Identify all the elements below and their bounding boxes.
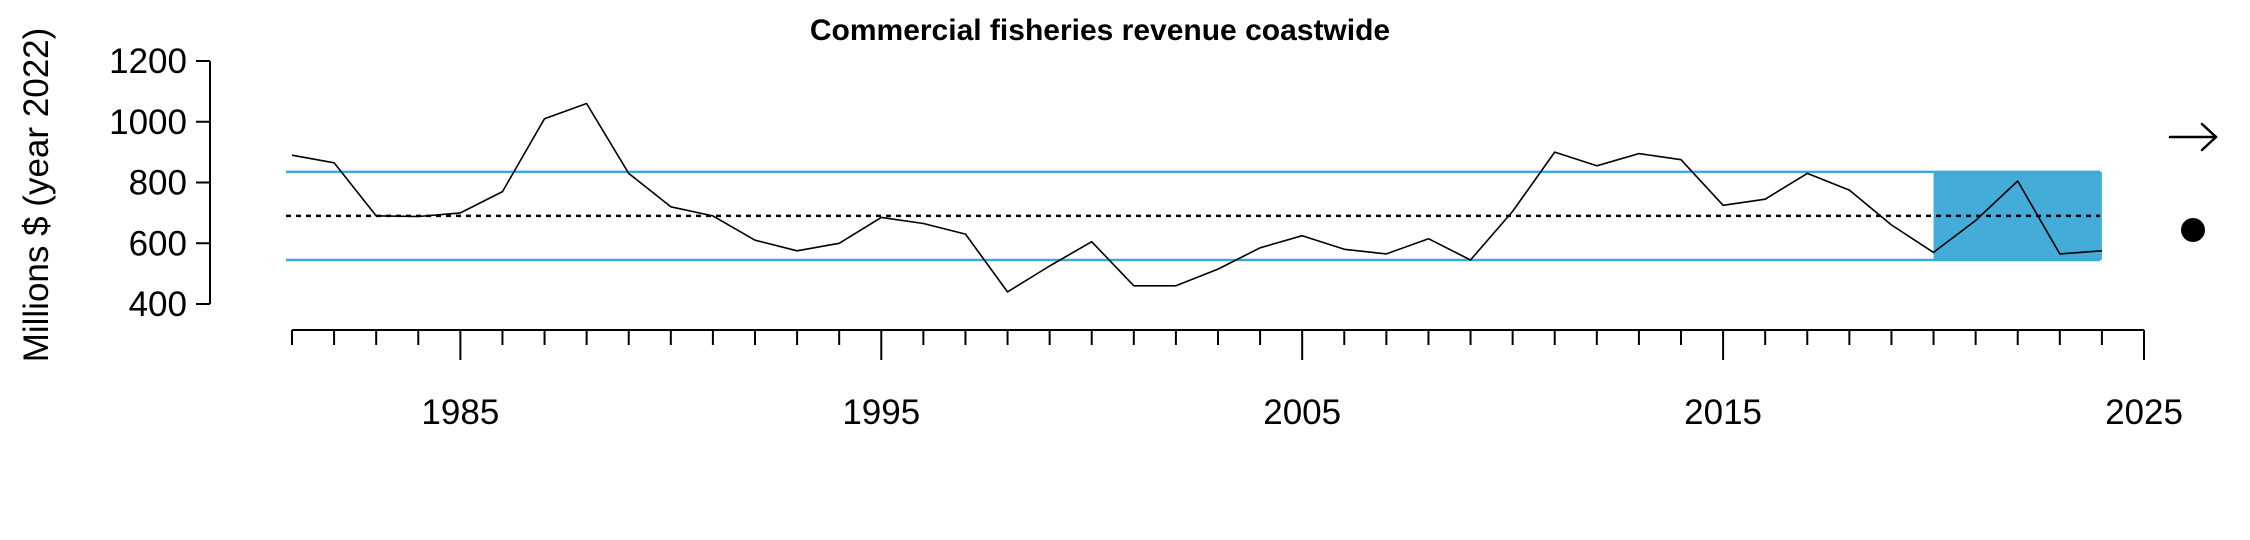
y-axis-label: Millions $ (year 2022) [17,28,56,363]
y-axis: 400 600 800 1000 1200 [109,42,211,324]
y-tick-label: 1000 [109,103,187,142]
x-tick-label: 2025 [2105,393,2183,432]
y-tick-label: 800 [129,164,187,203]
x-tick-label: 1995 [842,393,920,432]
y-tick-label: 600 [129,224,187,263]
series-line [291,102,2102,293]
x-axis: 1985 1995 2005 2015 2025 [291,329,2183,432]
x-tick-label: 1985 [421,393,499,432]
y-tick-label: 400 [129,285,187,324]
series-group [291,102,2102,293]
status-indicators [2168,122,2218,242]
x-tick-label: 2005 [1263,393,1341,432]
chart-title: Commercial fisheries revenue coastwide [810,14,1390,47]
sd-band-lines [286,170,2100,262]
x-tick-label: 2015 [1684,393,1762,432]
y-tick-label: 1200 [109,42,187,81]
right-arrow-icon [2168,122,2218,152]
filled-circle-icon [2181,218,2205,242]
